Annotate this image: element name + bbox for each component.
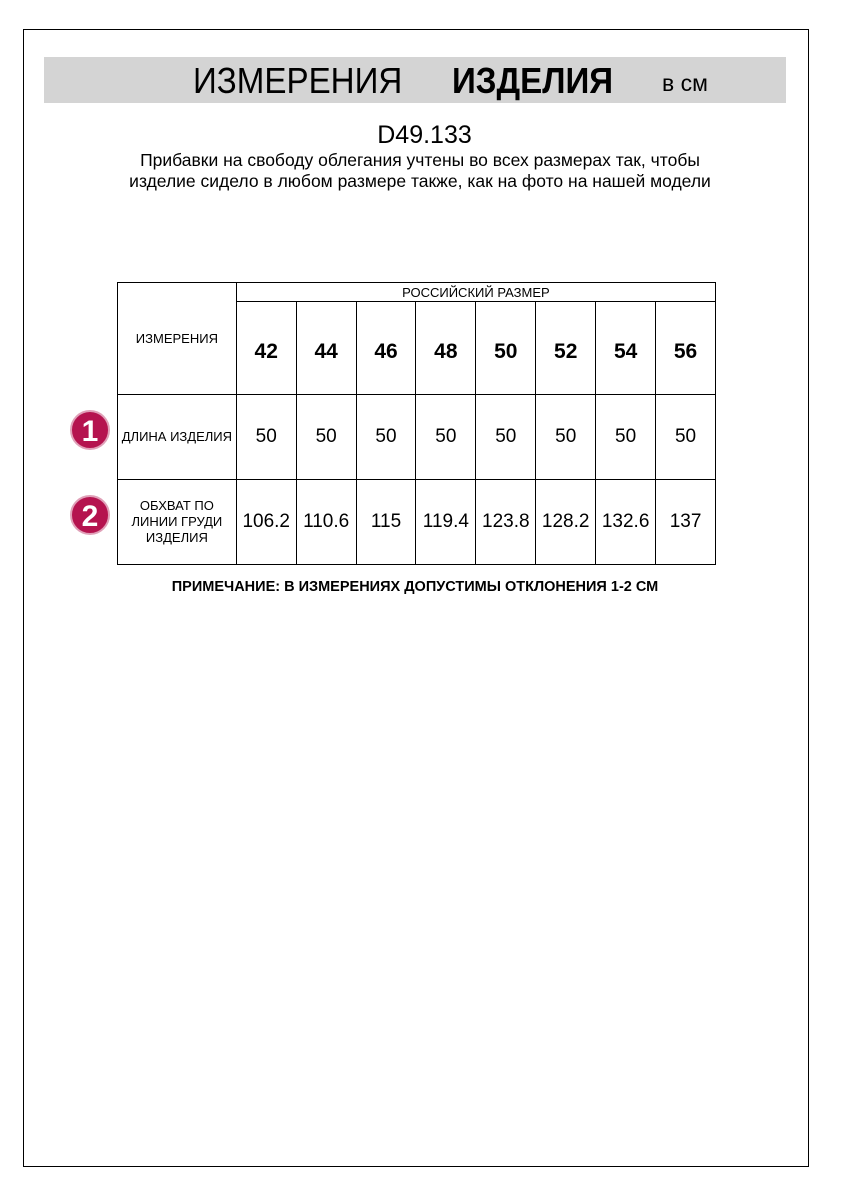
product-code: D49.133	[377, 121, 472, 149]
title-regular: ИЗМЕРЕНИЯ	[193, 60, 403, 101]
measurements-table: ИЗМЕРЕНИЯ РОССИЙСКИЙ РАЗМЕР 42 44 46 48 50 52 54…	[117, 282, 717, 565]
table-cell: 115	[355, 479, 417, 565]
description: Прибавки на свободу облегания учтены во …	[129, 150, 711, 191]
size-header: 50	[475, 301, 537, 395]
table-cell: 110.6	[295, 479, 357, 565]
table-cell: 123.8	[475, 479, 537, 565]
table-cell: 119.4	[415, 479, 477, 565]
table-row: ДЛИНА ИЗДЕЛИЯ 50 50 50 50 50 50 50 50	[117, 394, 716, 480]
table-cell: 50	[235, 394, 297, 480]
title-banner	[44, 57, 786, 103]
title-bold: ИЗДЕЛИЯ	[452, 60, 614, 101]
size-header: 48	[415, 301, 477, 395]
table-cell: 137	[655, 479, 716, 565]
table-cell: 50	[595, 394, 657, 480]
size-header: 44	[295, 301, 357, 395]
table-cell: 50	[475, 394, 537, 480]
row-number-badge: 2	[70, 495, 110, 535]
table-cell: 50	[535, 394, 597, 480]
table-cell: 50	[655, 394, 716, 480]
group-header: РОССИЙСКИЙ РАЗМЕР	[235, 282, 717, 302]
row-label: ОБХВАТ ПО ЛИНИИ ГРУДИ ИЗДЕЛИЯ	[117, 479, 237, 565]
table-cell: 50	[295, 394, 357, 480]
row-label: ДЛИНА ИЗДЕЛИЯ	[117, 394, 237, 480]
table-cell: 50	[415, 394, 477, 480]
page-frame	[23, 29, 809, 1167]
corner-label: ИЗМЕРЕНИЯ	[117, 282, 237, 395]
table-cell: 128.2	[535, 479, 597, 565]
size-header: 54	[595, 301, 657, 395]
size-header: 52	[535, 301, 597, 395]
size-header: 42	[235, 301, 297, 395]
table-cell: 132.6	[595, 479, 657, 565]
table-cell: 106.2	[235, 479, 297, 565]
title-unit: в см	[662, 70, 708, 96]
table-row: ОБХВАТ ПО ЛИНИИ ГРУДИ ИЗДЕЛИЯ 106.2 110.6 1…	[117, 479, 716, 565]
sizes-row: 42 44 46 48 50 52 54 56	[118, 301, 716, 395]
table-cell: 50	[355, 394, 417, 480]
size-header: 46	[355, 301, 417, 395]
size-header: 56	[655, 301, 716, 395]
note: ПРИМЕЧАНИЕ: В ИЗМЕРЕНИЯХ ДОПУСТИМЫ ОТКЛО…	[171, 579, 659, 595]
header-row: ИЗМЕРЕНИЯ РОССИЙСКИЙ РАЗМЕР	[117, 282, 717, 395]
row-number-badge: 1	[70, 410, 110, 450]
